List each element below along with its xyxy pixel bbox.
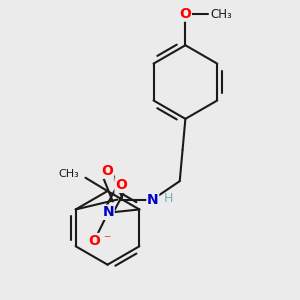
Text: N: N <box>103 205 114 219</box>
Text: CH₃: CH₃ <box>58 169 79 179</box>
Text: O: O <box>115 178 127 192</box>
Text: O: O <box>179 7 191 21</box>
Text: CH₃: CH₃ <box>211 8 232 21</box>
Text: N: N <box>147 193 159 206</box>
Text: O: O <box>102 164 113 178</box>
Text: ⁻: ⁻ <box>103 234 111 248</box>
Text: H: H <box>164 192 173 205</box>
Text: O: O <box>88 234 100 248</box>
